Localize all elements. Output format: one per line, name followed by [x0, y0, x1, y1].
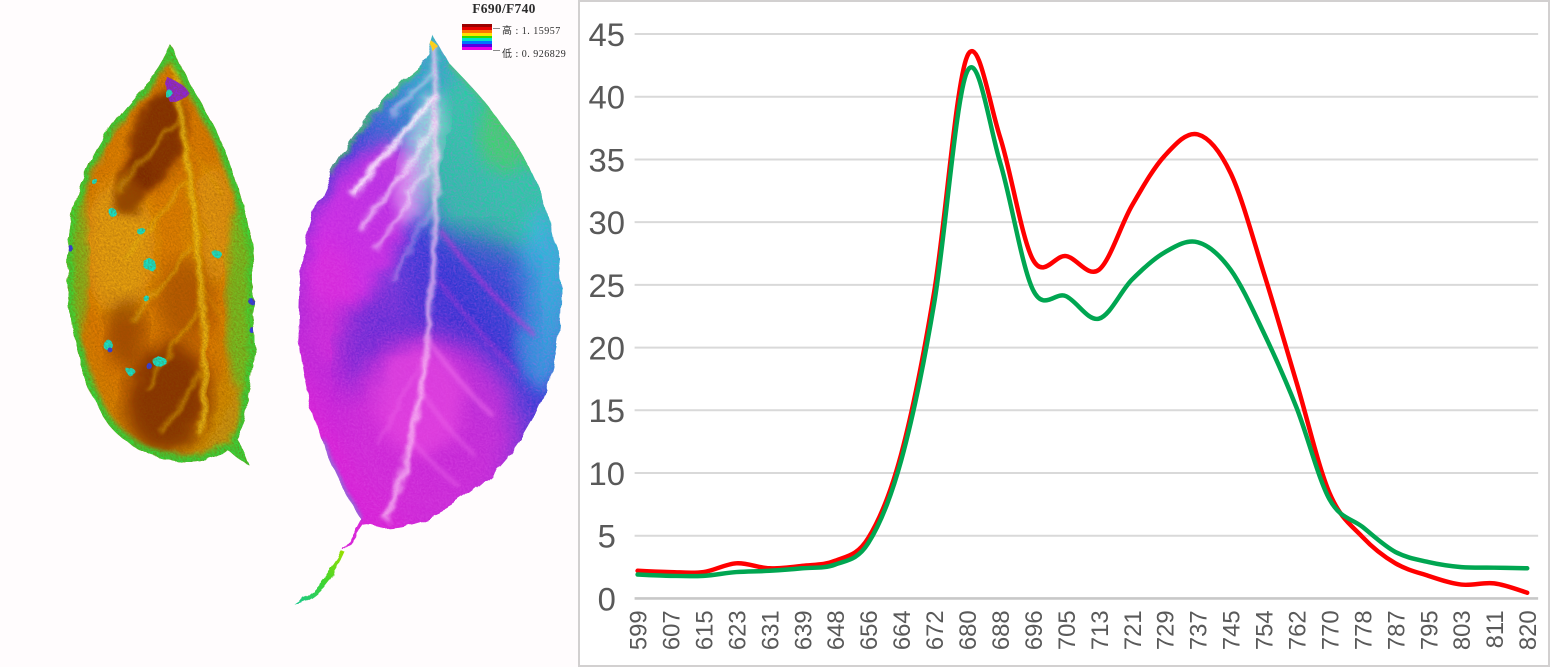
x-axis-tick-label: 745 — [1219, 610, 1246, 650]
x-axis-tick-label: 623 — [724, 610, 751, 650]
x-axis-tick-label: 688 — [988, 610, 1015, 650]
x-axis-tick-label: 639 — [790, 610, 817, 650]
legend-high-row: 高:1. 15957 — [502, 22, 561, 37]
x-axis-tick-label: 811 — [1482, 610, 1509, 648]
leaf-right-petiole-sliver — [295, 552, 346, 605]
legend-body: 高:1. 15957 低:0. 926829 — [450, 21, 600, 67]
x-axis-tick-label: 648 — [823, 610, 850, 650]
x-axis-tick-label: 599 — [626, 610, 653, 650]
colorbar-stripe — [462, 44, 492, 48]
x-axis-tick-label: 820 — [1515, 610, 1542, 650]
x-axis-tick-label: 680 — [955, 610, 982, 650]
x-axis-tick-label: 631 — [757, 610, 784, 650]
colorbar-stripe — [462, 38, 492, 42]
x-axis-tick-label: 795 — [1416, 610, 1443, 650]
y-axis-tick-label: 30 — [589, 204, 625, 241]
legend-low-row: 低:0. 926829 — [502, 45, 566, 60]
x-axis-tick-label: 721 — [1120, 610, 1147, 650]
ratio-legend: F690/F740 高:1. 15957 低:0. 926829 — [450, 1, 600, 67]
colorbar-stripe — [462, 32, 492, 36]
legend-low-separator: : — [515, 49, 519, 60]
colorbar-stripe — [462, 41, 492, 45]
y-axis-tick-label: 25 — [589, 267, 625, 304]
leaf-left-texture — [67, 46, 254, 464]
y-axis-tick-label: 15 — [589, 392, 625, 429]
x-axis-tick-label: 705 — [1054, 610, 1081, 650]
x-axis-tick-label: 696 — [1021, 610, 1048, 650]
y-axis-tick-label: 5 — [598, 518, 616, 555]
x-axis-tick-label: 770 — [1317, 610, 1344, 650]
leaf-images-canvas — [67, 36, 562, 605]
x-axis-tick-label: 778 — [1350, 610, 1377, 650]
legend-low-label: 低 — [502, 49, 513, 60]
colorbar-stripe — [462, 47, 492, 51]
legend-low-value: 0. 926829 — [521, 49, 567, 60]
x-axis-tick-label: 664 — [889, 610, 916, 650]
x-axis-tick-label: 754 — [1252, 610, 1279, 650]
leaf-right-texture — [297, 36, 562, 552]
x-axis-tick-label: 607 — [658, 610, 685, 650]
x-axis-tick-label: 803 — [1449, 610, 1476, 650]
leaf-ratio-images — [0, 0, 578, 667]
legend-tick-low — [493, 50, 500, 51]
series-red-line — [635, 48, 1530, 595]
y-axis-tick-label: 0 — [598, 580, 616, 617]
legend-high-label: 高 — [502, 26, 513, 37]
legend-colorbar — [462, 24, 492, 51]
colorbar-stripe — [462, 35, 492, 39]
colorbar-stripe — [462, 26, 492, 30]
series-green-line — [635, 65, 1530, 579]
legend-tick-high — [493, 28, 500, 29]
leaf-image-right — [295, 36, 562, 605]
y-axis-tick-label: 40 — [589, 79, 625, 116]
x-axis-tick-label: 656 — [856, 610, 883, 650]
colorbar-stripe — [462, 24, 492, 27]
x-axis-tick-label: 787 — [1383, 610, 1410, 650]
y-axis-tick-label: 10 — [589, 455, 625, 492]
leaf-left-grain — [67, 46, 254, 464]
colorbar-stripe — [462, 29, 492, 33]
y-axis-tick-label: 35 — [589, 141, 625, 178]
x-axis-tick-label: 729 — [1153, 610, 1180, 650]
x-axis-tick-label: 737 — [1186, 610, 1213, 650]
leaf-image-left — [67, 46, 254, 464]
legend-title: F690/F740 — [472, 1, 536, 16]
legend-high-value: 1. 15957 — [521, 26, 561, 37]
y-axis-tick-label: 45 — [589, 16, 625, 53]
x-axis-tick-label: 672 — [922, 610, 949, 650]
spectra-chart-panel: 0 5 10 15 20 25 30 35 40 45 599 607 615 623 631 639 648 6… — [578, 0, 1550, 667]
x-axis-tick-label: 762 — [1285, 610, 1312, 650]
legend-high-separator: : — [515, 26, 519, 37]
leaf-right-grain — [297, 36, 562, 552]
x-axis-tick-label: 615 — [691, 610, 718, 650]
y-axis-tick-label: 20 — [589, 330, 625, 367]
x-axis-tick-label: 713 — [1087, 610, 1114, 650]
